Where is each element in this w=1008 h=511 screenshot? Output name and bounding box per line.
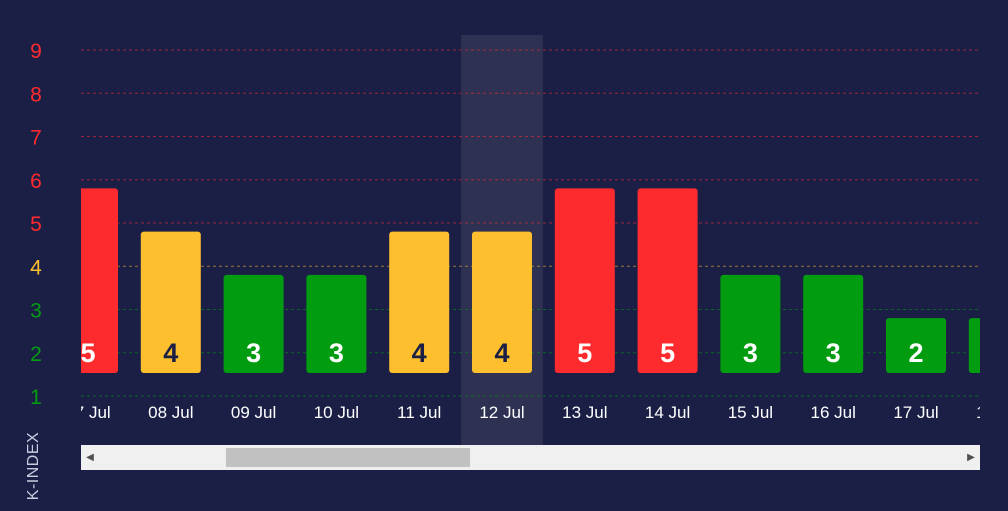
y-tick-label: 5 <box>30 213 42 236</box>
plot-area: 5 4 3 3 4 4 5 5 3 3 2 2 07 Jul 08 Jul 09 Jul 10 Jul 11 … <box>58 188 1008 422</box>
y-axis-ticks: 1 2 3 4 5 6 7 8 9 <box>30 40 42 409</box>
x-tick-label: 15 Jul <box>728 403 773 422</box>
bar[interactable] <box>968 318 1008 373</box>
x-tick-label: 10 Jul <box>314 403 359 422</box>
bar[interactable] <box>720 274 781 373</box>
x-axis-ticks: 07 Jul 08 Jul 09 Jul 10 Jul 11 Jul 12 Jul 13 J… <box>65 403 1008 422</box>
bar[interactable] <box>803 274 864 373</box>
bar[interactable] <box>306 274 367 373</box>
x-tick-label: 18 Jul <box>976 403 1008 422</box>
bar[interactable] <box>223 274 284 373</box>
x-tick-label: 07 Jul <box>65 403 110 422</box>
y-axis-label: K-INDEX <box>25 431 42 501</box>
x-tick-label: 08 Jul <box>148 403 193 422</box>
y-tick-label: 9 <box>30 40 42 63</box>
bar[interactable] <box>140 231 201 373</box>
y-tick-label: 1 <box>30 386 42 409</box>
bar[interactable] <box>472 231 532 373</box>
bar[interactable] <box>886 318 946 373</box>
bar-value-label: 2 <box>908 338 923 368</box>
bar[interactable] <box>389 231 450 373</box>
horizontal-scrollbar[interactable]: ◀ ▶ <box>81 445 980 470</box>
scroll-left-button[interactable]: ◀ <box>81 445 99 470</box>
bar-value-label: 4 <box>163 338 178 368</box>
bar-value-label: 4 <box>412 338 427 368</box>
x-tick-label: 09 Jul <box>231 403 276 422</box>
y-tick-label: 6 <box>30 170 42 193</box>
y-tick-label: 7 <box>30 127 42 150</box>
x-tick-label: 16 Jul <box>811 403 856 422</box>
x-tick-label: 11 Jul <box>397 403 441 422</box>
bar-value-label: 3 <box>329 338 344 368</box>
bar-layer: 5 4 3 3 4 4 5 5 3 3 2 2 <box>58 188 1008 373</box>
x-tick-label: 12 Jul <box>479 403 524 422</box>
bar-value-label: 5 <box>577 338 592 368</box>
triangle-left-icon: ◀ <box>86 452 94 463</box>
scroll-right-button[interactable]: ▶ <box>962 445 980 470</box>
scroll-thumb[interactable] <box>226 448 470 467</box>
triangle-right-icon: ▶ <box>967 452 975 463</box>
bar[interactable] <box>554 188 615 373</box>
bar-value-label: 4 <box>494 338 509 368</box>
bar-value-label: 5 <box>80 338 95 368</box>
bar-value-label: 3 <box>246 338 261 368</box>
y-tick-label: 3 <box>30 300 42 323</box>
x-tick-label: 13 Jul <box>562 403 607 422</box>
y-tick-label: 4 <box>30 256 42 279</box>
y-tick-label: 2 <box>30 343 42 366</box>
y-tick-label: 8 <box>30 83 42 106</box>
bar-value-label: 5 <box>660 338 675 368</box>
bar[interactable] <box>637 188 698 373</box>
bar-value-label: 3 <box>826 338 841 368</box>
bar[interactable] <box>58 188 118 373</box>
bar-value-label: 3 <box>743 338 758 368</box>
bar-value-label: 2 <box>991 338 1006 368</box>
x-tick-label: 14 Jul <box>645 403 690 422</box>
x-tick-label: 17 Jul <box>893 403 938 422</box>
